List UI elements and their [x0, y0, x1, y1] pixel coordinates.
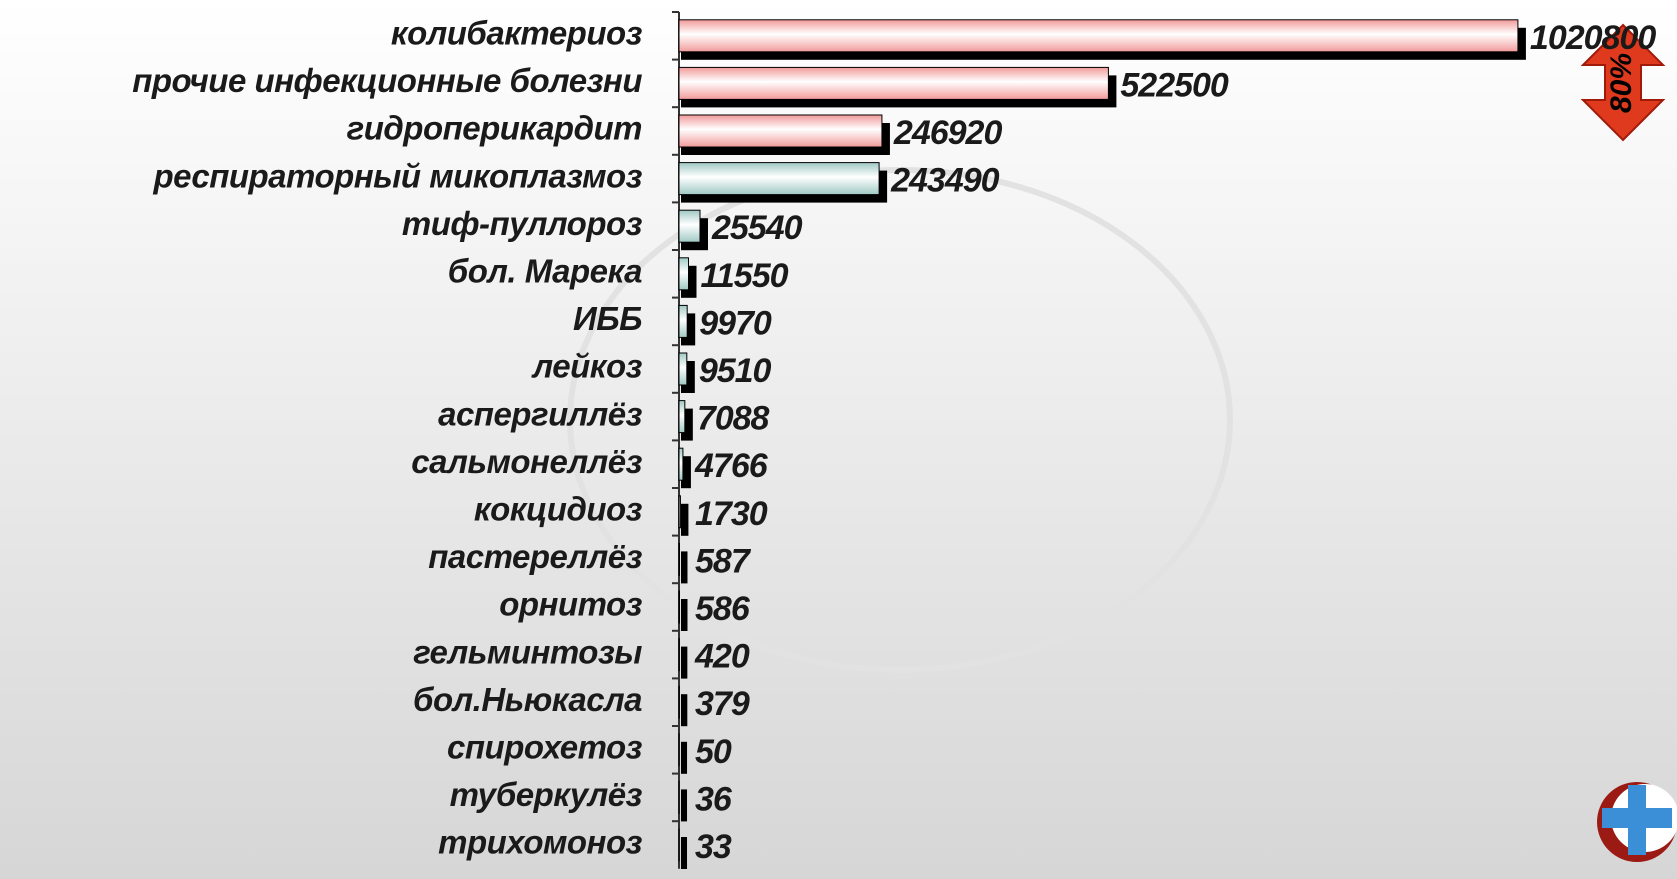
bar	[679, 496, 680, 528]
bar-shadow	[681, 694, 687, 726]
value-label: 50	[695, 733, 732, 771]
y-tick-label: прочие инфекционные болезни	[132, 62, 642, 99]
y-tick-label: аспергиллёз	[438, 395, 643, 432]
bar	[679, 401, 685, 433]
value-label: 7088	[697, 400, 770, 438]
value-label: 1020800	[1530, 19, 1656, 57]
value-label: 25540	[711, 209, 803, 247]
value-label: 11550	[700, 257, 788, 295]
y-tick-label: бол. Марека	[448, 253, 642, 290]
value-label: 4766	[694, 447, 769, 485]
y-tick-label: спирохетоз	[447, 729, 643, 766]
value-label: 9510	[699, 352, 772, 390]
bar-shadow	[681, 742, 687, 774]
bar-shadow	[681, 647, 687, 679]
y-tick-label: кокцидиоз	[474, 491, 643, 528]
value-label: 522500	[1120, 66, 1229, 104]
value-label: 587	[695, 542, 752, 580]
bar	[679, 258, 688, 290]
value-label: 420	[694, 638, 750, 676]
bar	[679, 210, 700, 242]
chart: 80% колибактериоз 1020800 прочие инфекцион…	[0, 0, 1677, 879]
bar	[679, 305, 687, 337]
logo	[1597, 782, 1677, 862]
y-tick-label: колибактериоз	[391, 15, 643, 52]
bar	[679, 67, 1108, 99]
bar-shadow	[681, 551, 687, 583]
y-tick-label: сальмонеллёз	[411, 443, 642, 480]
bar	[679, 163, 879, 195]
value-label: 9970	[699, 304, 772, 342]
y-tick-label: бол.Ньюкасла	[413, 681, 642, 718]
value-label: 243490	[890, 162, 1000, 200]
bar-shadow	[681, 504, 688, 536]
value-label: 1730	[695, 495, 768, 533]
bar	[679, 353, 687, 385]
bar-shadow	[681, 599, 687, 631]
y-tick-label: лейкоз	[531, 348, 643, 385]
y-tick-label: орнитоз	[499, 586, 642, 623]
value-label: 586	[695, 590, 751, 628]
bar	[679, 115, 882, 147]
value-label: 246920	[893, 114, 1003, 152]
y-tick-label: ИББ	[573, 300, 642, 337]
y-tick-label: респираторный микоплазмоз	[152, 157, 642, 194]
y-tick-label: тиф-пуллороз	[402, 205, 643, 242]
value-label: 36	[695, 780, 733, 818]
value-label: 379	[695, 685, 750, 723]
y-tick-label: гидроперикардит	[347, 110, 642, 147]
y-tick-label: гельминтозы	[413, 633, 642, 670]
annotation: 80%	[1605, 53, 1638, 113]
bar-shadow	[681, 789, 687, 821]
bar-shadow	[681, 837, 687, 869]
y-tick-label: пастереллёз	[428, 538, 642, 575]
y-tick-label: трихомоноз	[438, 824, 643, 861]
bar	[679, 20, 1518, 52]
y-tick-label: туберкулёз	[450, 776, 643, 813]
bar	[679, 448, 683, 480]
value-label: 33	[695, 828, 732, 866]
